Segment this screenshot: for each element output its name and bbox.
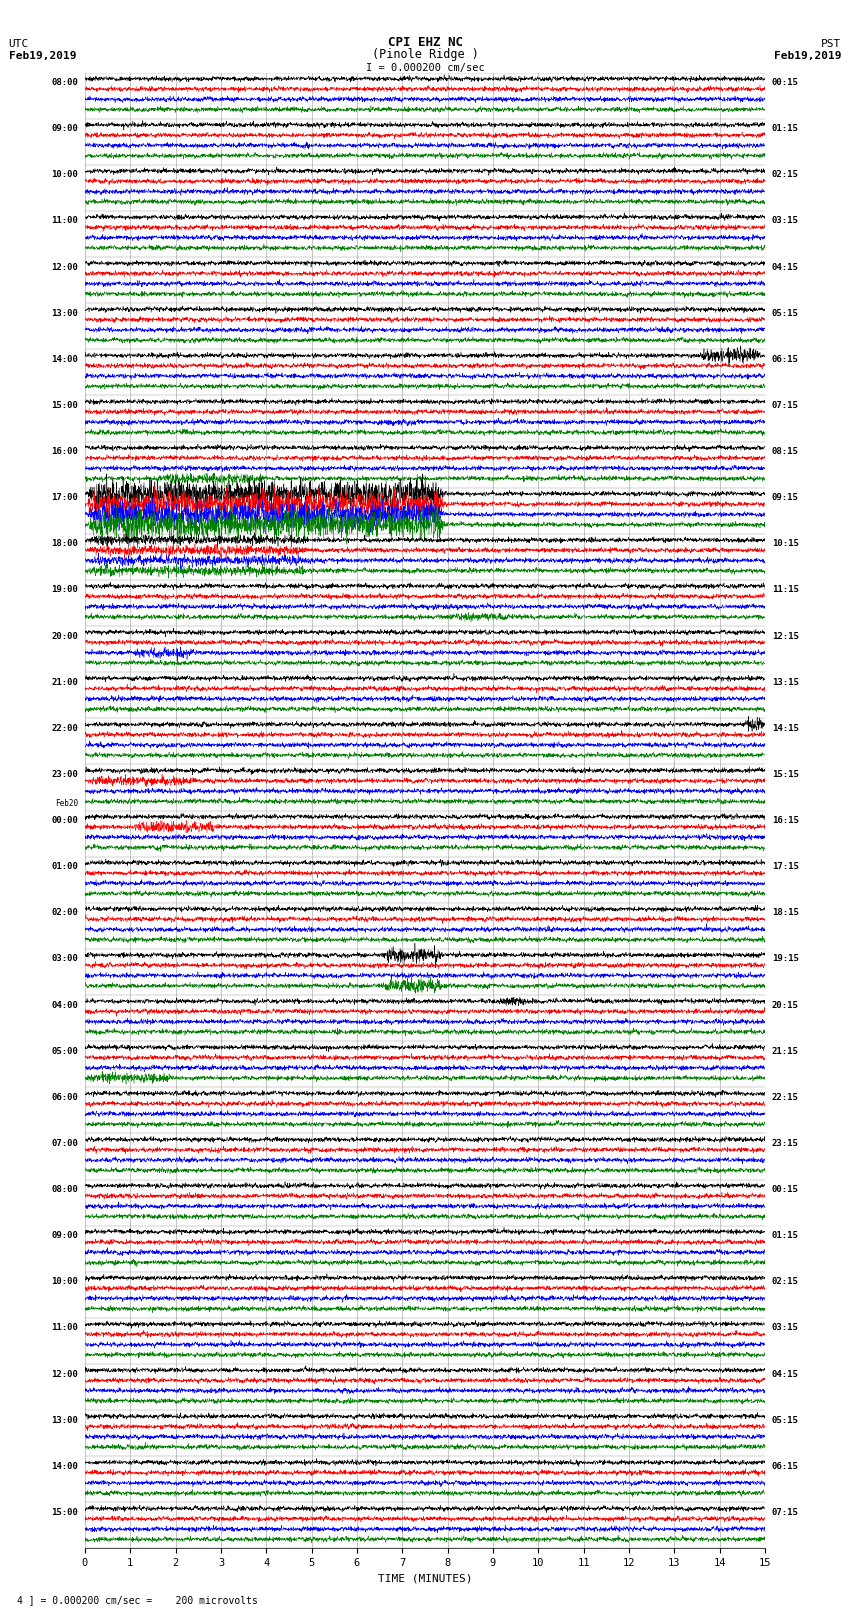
Text: 22:00: 22:00 [51, 724, 78, 732]
Text: 12:00: 12:00 [51, 263, 78, 271]
Text: 08:15: 08:15 [772, 447, 799, 456]
Text: 21:15: 21:15 [772, 1047, 799, 1055]
Text: Feb19,2019: Feb19,2019 [8, 52, 76, 61]
Text: 17:15: 17:15 [772, 863, 799, 871]
Text: 09:15: 09:15 [772, 494, 799, 502]
Text: 16:00: 16:00 [51, 447, 78, 456]
Text: 19:15: 19:15 [772, 955, 799, 963]
Text: 03:00: 03:00 [51, 955, 78, 963]
Text: 4 ] = 0.000200 cm/sec =    200 microvolts: 4 ] = 0.000200 cm/sec = 200 microvolts [17, 1595, 258, 1605]
Text: 06:15: 06:15 [772, 355, 799, 365]
Text: 00:00: 00:00 [51, 816, 78, 826]
Text: Feb19,2019: Feb19,2019 [774, 52, 842, 61]
Text: 19:00: 19:00 [51, 586, 78, 595]
Text: 05:15: 05:15 [772, 308, 799, 318]
Text: PST: PST [821, 39, 842, 50]
Text: 20:15: 20:15 [772, 1000, 799, 1010]
Text: 13:15: 13:15 [772, 677, 799, 687]
Text: 13:00: 13:00 [51, 1416, 78, 1424]
Text: 10:00: 10:00 [51, 1277, 78, 1286]
Text: (Pinole Ridge ): (Pinole Ridge ) [371, 48, 479, 61]
Text: 08:00: 08:00 [51, 77, 78, 87]
Text: 13:00: 13:00 [51, 308, 78, 318]
Text: 15:15: 15:15 [772, 769, 799, 779]
Text: 04:15: 04:15 [772, 263, 799, 271]
X-axis label: TIME (MINUTES): TIME (MINUTES) [377, 1574, 473, 1584]
Text: 00:15: 00:15 [772, 77, 799, 87]
Text: 16:15: 16:15 [772, 816, 799, 826]
Text: 15:00: 15:00 [51, 402, 78, 410]
Text: 04:15: 04:15 [772, 1369, 799, 1379]
Text: 22:15: 22:15 [772, 1092, 799, 1102]
Text: 04:00: 04:00 [51, 1000, 78, 1010]
Text: UTC: UTC [8, 39, 29, 50]
Text: 14:15: 14:15 [772, 724, 799, 732]
Text: Feb20: Feb20 [55, 798, 78, 808]
Text: 07:00: 07:00 [51, 1139, 78, 1148]
Text: 06:15: 06:15 [772, 1461, 799, 1471]
Text: 12:15: 12:15 [772, 632, 799, 640]
Text: 12:00: 12:00 [51, 1369, 78, 1379]
Text: 01:00: 01:00 [51, 863, 78, 871]
Text: 23:00: 23:00 [51, 769, 78, 779]
Text: 03:15: 03:15 [772, 1323, 799, 1332]
Text: 09:00: 09:00 [51, 124, 78, 134]
Text: CPI EHZ NC: CPI EHZ NC [388, 35, 462, 50]
Text: 10:00: 10:00 [51, 171, 78, 179]
Text: 03:15: 03:15 [772, 216, 799, 226]
Text: 17:00: 17:00 [51, 494, 78, 502]
Text: 14:00: 14:00 [51, 1461, 78, 1471]
Text: I = 0.000200 cm/sec: I = 0.000200 cm/sec [366, 63, 484, 73]
Text: 23:15: 23:15 [772, 1139, 799, 1148]
Text: 14:00: 14:00 [51, 355, 78, 365]
Text: 01:15: 01:15 [772, 124, 799, 134]
Text: 09:00: 09:00 [51, 1231, 78, 1240]
Text: 15:00: 15:00 [51, 1508, 78, 1516]
Text: 01:15: 01:15 [772, 1231, 799, 1240]
Text: 02:15: 02:15 [772, 171, 799, 179]
Text: 05:15: 05:15 [772, 1416, 799, 1424]
Text: 08:00: 08:00 [51, 1186, 78, 1194]
Text: 18:15: 18:15 [772, 908, 799, 918]
Text: 18:00: 18:00 [51, 539, 78, 548]
Text: 20:00: 20:00 [51, 632, 78, 640]
Text: 00:15: 00:15 [772, 1186, 799, 1194]
Text: 11:00: 11:00 [51, 216, 78, 226]
Text: 21:00: 21:00 [51, 677, 78, 687]
Text: 02:00: 02:00 [51, 908, 78, 918]
Text: 02:15: 02:15 [772, 1277, 799, 1286]
Text: 05:00: 05:00 [51, 1047, 78, 1055]
Text: 07:15: 07:15 [772, 402, 799, 410]
Text: 10:15: 10:15 [772, 539, 799, 548]
Text: 07:15: 07:15 [772, 1508, 799, 1516]
Text: 11:15: 11:15 [772, 586, 799, 595]
Text: 11:00: 11:00 [51, 1323, 78, 1332]
Text: 06:00: 06:00 [51, 1092, 78, 1102]
